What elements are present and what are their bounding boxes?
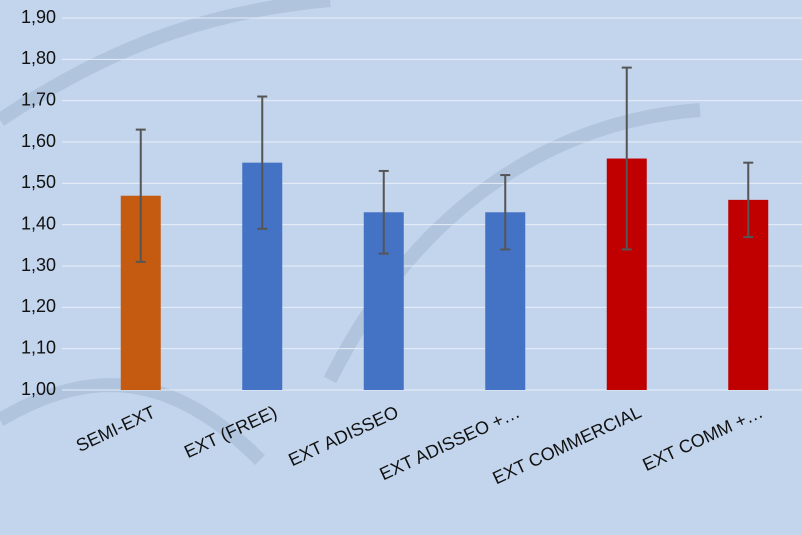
decor [0,0,701,465]
x-tick-label: EXT ADISSEO [285,402,401,470]
y-tick-label: 1,90 [21,7,56,27]
y-tick-label: 1,10 [21,337,56,357]
y-tick-label: 1,00 [21,379,56,399]
y-tick-label: 1,80 [21,48,56,68]
y-tick-label: 1,50 [21,172,56,192]
y-tick-label: 1,20 [21,296,56,316]
y-tick-label: 1,60 [21,131,56,151]
y-tick-label: 1,70 [21,89,56,109]
x-tick-label: SEMI-EXT [73,402,159,456]
y-tick-label: 1,30 [21,255,56,275]
x-tick-label: EXT COMM +… [640,402,766,475]
y-tick-label: 1,40 [21,213,56,233]
